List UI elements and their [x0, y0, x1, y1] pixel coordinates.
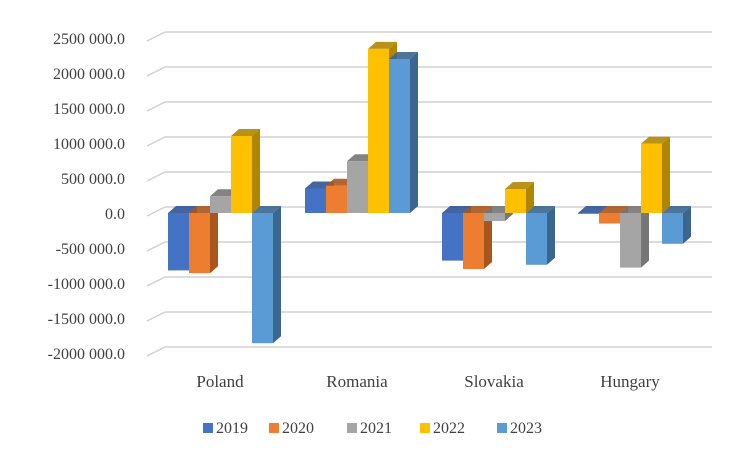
legend-label: 2022 — [433, 420, 465, 437]
bar-side — [210, 206, 218, 274]
bar-front — [189, 213, 210, 274]
y-tick-label: 1500 000.0 — [53, 101, 125, 118]
y-tick-label: 500 000.0 — [61, 171, 125, 188]
bar-top — [442, 206, 471, 213]
y-tick-label: -2000 000.0 — [48, 346, 125, 363]
x-tick-label: Poland — [196, 372, 244, 391]
legend-swatch — [203, 423, 213, 433]
bar-top — [252, 206, 281, 213]
gridline-depth — [146, 31, 166, 42]
bar-top — [641, 136, 670, 144]
x-tick-label: Slovakia — [464, 372, 524, 391]
legend-swatch — [269, 423, 279, 433]
gridline-depth — [146, 101, 166, 112]
bar-hungary-2022 — [641, 136, 670, 213]
gridline-depth — [146, 171, 166, 182]
bar-romania-2023 — [389, 52, 418, 213]
y-tick-label: 0.0 — [105, 206, 125, 223]
legend-label: 2020 — [282, 420, 314, 437]
x-tick-label: Hungary — [600, 372, 660, 391]
bar-poland-2022 — [231, 129, 260, 213]
legend-swatch — [420, 423, 430, 433]
bar-top — [662, 206, 691, 213]
bar-side — [547, 206, 555, 265]
legend-item-2020: 2020 — [269, 420, 314, 437]
y-tick-label: 1000 000.0 — [53, 136, 125, 153]
bar-front — [620, 213, 641, 268]
bar-top — [389, 52, 418, 59]
bar-front — [252, 213, 273, 344]
gridline-depth — [146, 241, 166, 252]
bar-side — [410, 52, 418, 213]
bar-top — [231, 129, 260, 136]
legend-label: 2019 — [216, 420, 248, 437]
bar-front — [662, 213, 683, 244]
bar-front — [442, 213, 463, 261]
gridline-depth — [146, 276, 166, 287]
legend-label: 2021 — [360, 420, 392, 437]
legend-label: 2023 — [510, 420, 542, 437]
legend-item-2022: 2022 — [420, 420, 465, 437]
bar-front — [326, 185, 347, 213]
bar-front — [305, 188, 326, 213]
bar-front — [347, 161, 368, 213]
bar-slovakia-2023 — [526, 206, 555, 265]
bar-side — [252, 129, 260, 213]
bar-top — [578, 206, 607, 213]
y-tick-label: -1500 000.0 — [48, 311, 125, 328]
bar-side — [662, 136, 670, 213]
bar-top — [368, 41, 397, 49]
bar-front — [505, 188, 526, 213]
gridline-depth — [146, 311, 166, 322]
legend-swatch — [347, 423, 357, 433]
bar-poland-2023 — [252, 206, 281, 344]
bar-top — [463, 206, 492, 213]
y-tick-label: -1000 000.0 — [48, 276, 125, 293]
x-tick-label: Romania — [326, 372, 388, 391]
bar-front — [641, 143, 662, 213]
gridline-depth — [146, 346, 166, 357]
bar-side — [484, 206, 492, 269]
bar-front — [526, 213, 547, 265]
bar-side — [641, 206, 649, 268]
bar-side — [683, 206, 691, 244]
bar-hungary-2021 — [620, 206, 649, 268]
y-tick-label: -500 000.0 — [56, 241, 125, 258]
bar-front — [389, 59, 410, 213]
bar-front — [484, 213, 505, 222]
gridline-depth — [146, 136, 166, 147]
legend-item-2021: 2021 — [347, 420, 392, 437]
bar-front — [599, 213, 620, 224]
gridline-depth — [146, 66, 166, 77]
legend-item-2019: 2019 — [203, 420, 248, 437]
bar-front — [168, 213, 189, 271]
bar-side — [273, 206, 281, 344]
bar-front — [578, 213, 599, 214]
bar-top — [599, 206, 628, 213]
bar-top — [526, 206, 555, 213]
bar-slovakia-2022 — [505, 181, 534, 213]
bar-front — [210, 196, 231, 213]
bar-front — [368, 48, 389, 213]
legend-swatch — [497, 423, 507, 433]
bar-front — [231, 136, 252, 213]
bar-top — [505, 181, 534, 189]
bar-poland-2020 — [189, 206, 218, 274]
bar-front — [463, 213, 484, 269]
bar-side — [526, 181, 534, 213]
gridline-depth — [146, 206, 166, 217]
bar-hungary-2023 — [662, 206, 691, 244]
bar-top — [168, 206, 197, 213]
y-tick-label: 2500 000.0 — [53, 31, 125, 48]
y-tick-label: 2000 000.0 — [53, 66, 125, 83]
legend-item-2023: 2023 — [497, 420, 542, 437]
bar-slovakia-2020 — [463, 206, 492, 269]
